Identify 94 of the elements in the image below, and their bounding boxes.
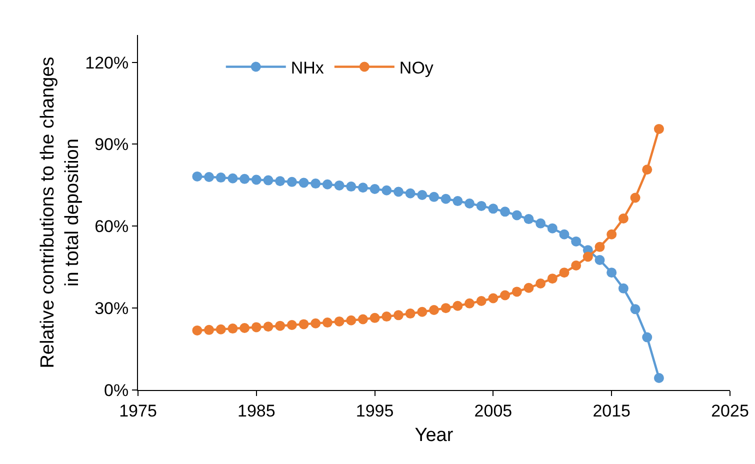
- point: [382, 185, 392, 196]
- point: [405, 188, 416, 198]
- point: [606, 268, 617, 278]
- x-tick-label: 1975: [119, 401, 157, 420]
- point: [464, 198, 475, 208]
- point: [192, 171, 202, 182]
- point: [286, 320, 297, 330]
- point: [512, 286, 522, 297]
- point: [464, 298, 475, 308]
- point: [334, 316, 344, 326]
- point: [216, 172, 226, 183]
- point: [358, 314, 368, 324]
- x-tick-label: 2025: [711, 401, 749, 420]
- point: [536, 218, 546, 228]
- point: [322, 318, 332, 328]
- legend-label: NHx: [290, 58, 324, 78]
- point: [310, 178, 321, 189]
- point: [275, 176, 286, 186]
- y-axis-title: Relative contributions to the changes in total deposition: [37, 56, 84, 368]
- point: [512, 210, 522, 220]
- point: [500, 290, 510, 300]
- y-tick-label: 90%: [94, 135, 129, 154]
- point: [594, 255, 605, 266]
- point: [310, 318, 321, 328]
- point: [524, 214, 534, 224]
- point: [346, 182, 356, 192]
- point: [630, 192, 640, 203]
- point: [488, 204, 498, 214]
- x-tick-label: 2005: [474, 401, 512, 420]
- point: [192, 325, 202, 336]
- x-tick-label: 1995: [356, 401, 394, 420]
- x-tick-label: 1985: [237, 401, 276, 420]
- y-tick-label: 120%: [85, 53, 129, 72]
- x-tick-label: 2015: [592, 401, 631, 420]
- point: [571, 236, 582, 246]
- x-axis-title: Year: [414, 425, 454, 446]
- point: [642, 332, 652, 342]
- point: [216, 324, 226, 334]
- point: [334, 180, 344, 190]
- y-tick-label: 30%: [94, 299, 129, 318]
- point: [654, 372, 664, 383]
- y-tick-label: 60%: [94, 217, 129, 236]
- point: [630, 304, 640, 314]
- point: [382, 312, 392, 322]
- point: [476, 296, 486, 306]
- point: [452, 300, 463, 311]
- point: [228, 173, 238, 184]
- point: [536, 278, 546, 288]
- point: [618, 283, 628, 294]
- point: [346, 315, 356, 326]
- point: [204, 324, 214, 335]
- point: [582, 252, 593, 262]
- point: [298, 178, 309, 188]
- y-tick-label: 0%: [104, 380, 129, 400]
- point: [251, 322, 262, 332]
- point: [275, 320, 286, 331]
- point: [298, 319, 309, 330]
- point: [606, 229, 617, 240]
- point: [654, 124, 664, 134]
- point: [571, 260, 582, 270]
- point: [263, 175, 274, 186]
- point: [228, 324, 238, 334]
- point: [240, 174, 250, 184]
- point: [417, 306, 428, 317]
- point: [204, 172, 214, 182]
- point: [393, 310, 404, 320]
- point: [429, 192, 439, 202]
- point: [370, 312, 380, 323]
- point: [417, 190, 428, 200]
- point: [500, 206, 510, 217]
- point: [440, 194, 451, 204]
- point: [476, 200, 486, 211]
- legend-label: NOy: [399, 58, 434, 78]
- point: [393, 186, 404, 197]
- point: [263, 322, 274, 332]
- point: [618, 214, 628, 224]
- point: [642, 164, 652, 175]
- point: [559, 268, 570, 278]
- point: [286, 176, 297, 187]
- point: [251, 174, 262, 185]
- point: [322, 179, 332, 190]
- point: [358, 182, 368, 193]
- point: [405, 308, 416, 319]
- point: [240, 323, 250, 334]
- point: [524, 282, 534, 293]
- point: [547, 274, 558, 284]
- point: [488, 293, 498, 304]
- point: [370, 184, 380, 194]
- point: [547, 223, 558, 234]
- point: [594, 242, 605, 252]
- point: [429, 304, 439, 315]
- point: [452, 196, 463, 206]
- point: [440, 303, 451, 314]
- point: [559, 229, 570, 240]
